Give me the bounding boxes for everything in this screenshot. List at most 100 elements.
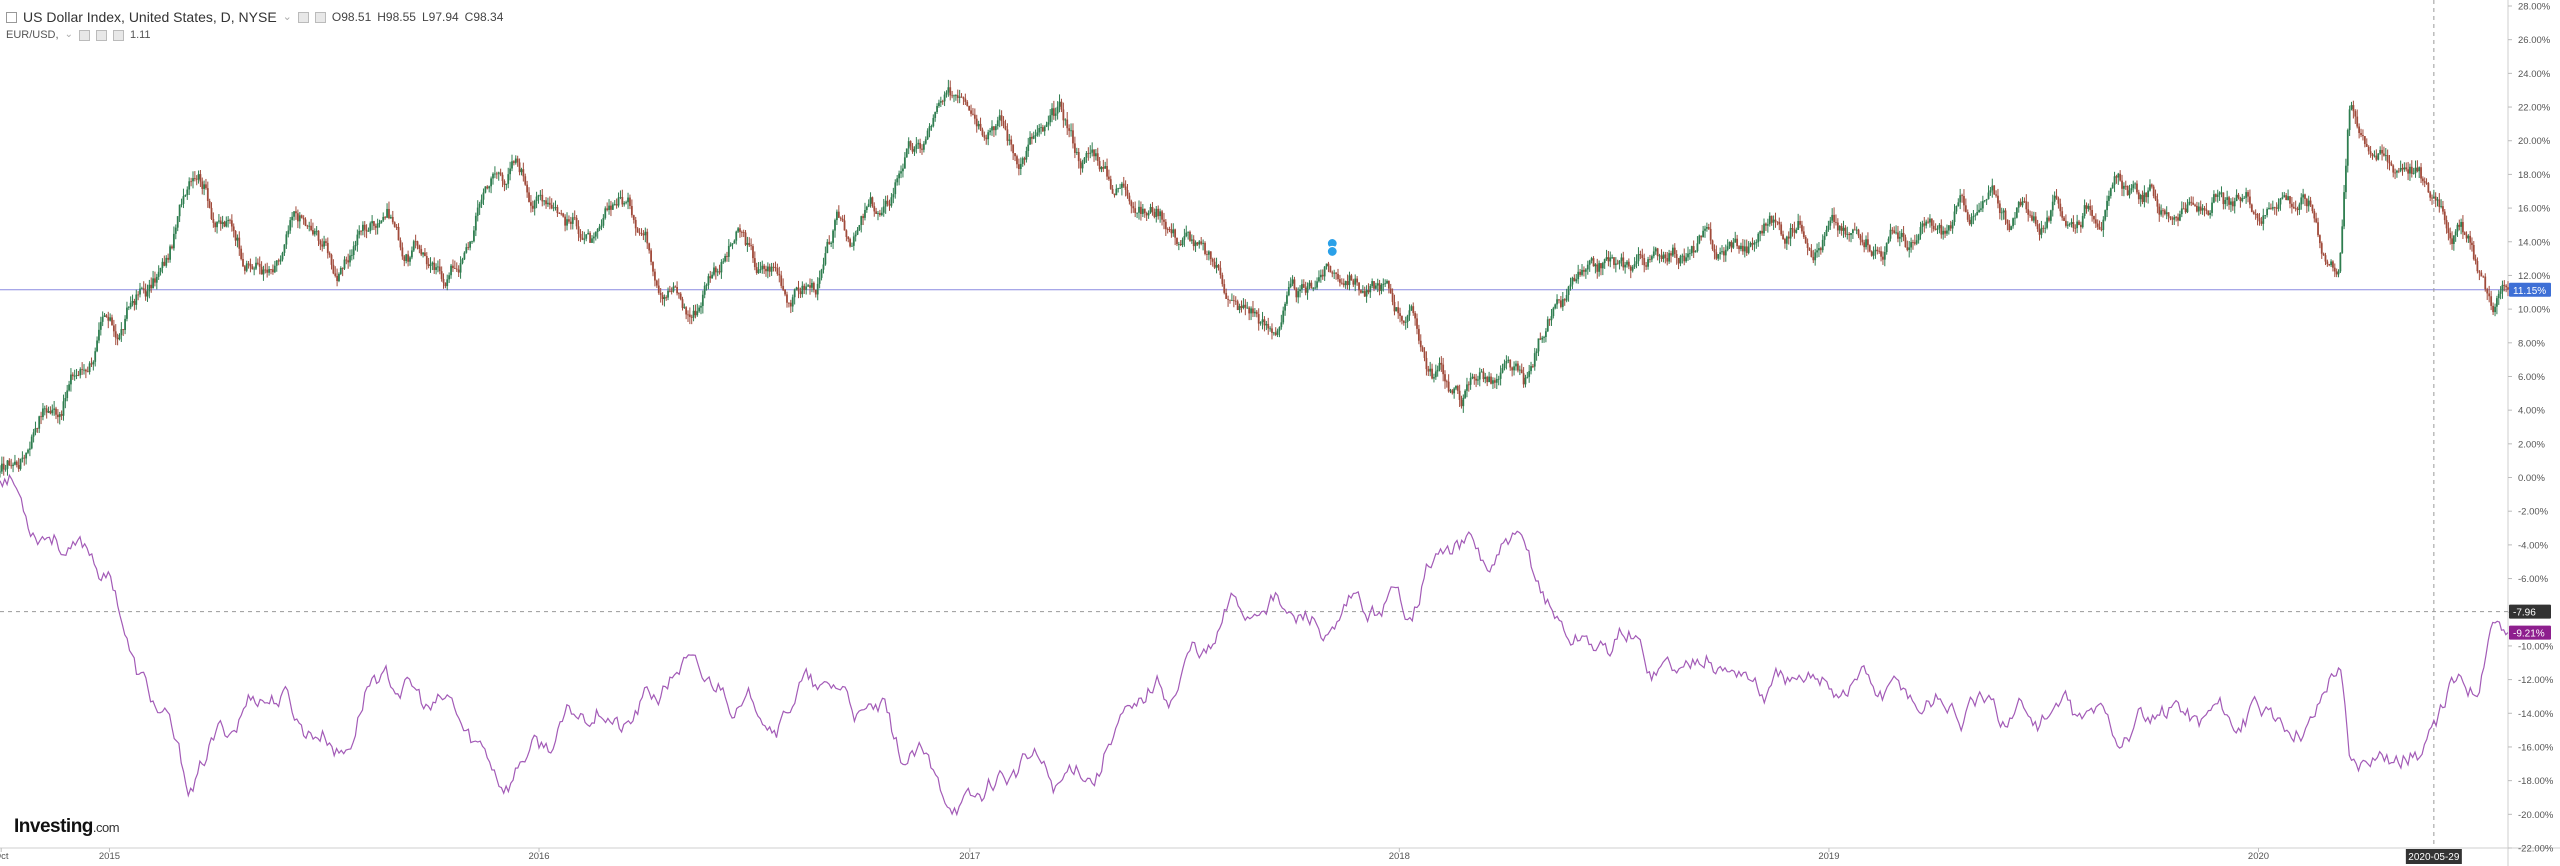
- candle-body: [1810, 250, 1813, 257]
- candle-body: [587, 232, 590, 235]
- candle-body: [953, 95, 955, 97]
- candle-body: [2008, 223, 2011, 231]
- candle-body: [862, 216, 865, 218]
- crosshair-date-badge: [2405, 849, 2462, 864]
- candle-body: [1855, 229, 1858, 231]
- settings-square-icon[interactable]: [297, 11, 309, 23]
- candle-body: [836, 211, 838, 221]
- candle-body: [569, 221, 572, 224]
- candle-body: [1271, 328, 1273, 333]
- candle-body: [1545, 331, 1547, 338]
- candle-body: [15, 461, 18, 466]
- candle-body: [2213, 194, 2215, 203]
- candle-body: [518, 162, 521, 173]
- y-tick-label: 2.00%: [2518, 439, 2545, 450]
- candle-body: [155, 276, 158, 283]
- candle-body: [1569, 284, 1572, 287]
- candle-body: [1751, 243, 1754, 245]
- candle-body: [1493, 380, 1496, 383]
- candle-body: [1563, 299, 1566, 301]
- candle-body: [376, 223, 379, 228]
- candle-body: [2383, 153, 2385, 156]
- candle-body: [640, 232, 643, 234]
- candle-body: [1477, 379, 1479, 381]
- candle-body: [550, 204, 553, 209]
- candle-body: [2318, 235, 2321, 244]
- candle-body: [1325, 263, 1328, 267]
- candle-body: [116, 337, 119, 340]
- candle-body: [1690, 246, 1693, 254]
- candle-body: [2478, 271, 2481, 273]
- candle-body: [2158, 206, 2161, 215]
- candle-body: [1509, 359, 1512, 368]
- candle-body: [1556, 299, 1558, 305]
- candle-body: [824, 253, 827, 265]
- candle-body: [1034, 135, 1037, 137]
- candle-body: [740, 231, 743, 233]
- compare-series-title[interactable]: EUR/USD,: [6, 29, 59, 41]
- candle-body: [1846, 233, 1849, 235]
- settings-square-icon[interactable]: [78, 29, 90, 41]
- eye-square-icon[interactable]: [95, 29, 107, 41]
- candle-body: [2429, 192, 2432, 198]
- candle-body: [416, 241, 419, 246]
- candle-body: [1804, 237, 1807, 244]
- candle-body: [1077, 151, 1080, 162]
- candle-body: [1200, 241, 1203, 244]
- candle-body: [2216, 194, 2219, 197]
- candle-body: [174, 227, 177, 234]
- candle-body: [668, 290, 671, 292]
- candle-body: [968, 105, 971, 111]
- candle-body: [1724, 249, 1727, 256]
- candle-body: [659, 292, 662, 296]
- candle-body: [182, 196, 185, 204]
- candle-body: [801, 285, 804, 295]
- candle-body: [911, 146, 914, 152]
- candle-body: [685, 307, 688, 315]
- candle-body: [915, 144, 918, 150]
- candle-body: [378, 223, 381, 225]
- candle-body: [56, 414, 59, 418]
- candle-body: [2038, 229, 2041, 235]
- candle-body: [1012, 144, 1015, 154]
- candle-body: [1513, 366, 1515, 371]
- candle-body: [2184, 208, 2187, 213]
- y-tick-label: -12.00%: [2518, 675, 2554, 686]
- candle-body: [1445, 381, 1448, 383]
- chevron-down-icon[interactable]: ⌄: [282, 11, 292, 23]
- chevron-down-icon[interactable]: ⌄: [64, 29, 73, 40]
- candle-body: [1546, 319, 1549, 332]
- candle-body: [1386, 280, 1388, 284]
- candle-body: [714, 267, 717, 273]
- main-series-title[interactable]: US Dollar Index, United States, D, NYSE: [23, 9, 277, 25]
- candle-body: [2313, 211, 2316, 219]
- candle-body: [256, 262, 259, 264]
- candle-body: [14, 461, 16, 465]
- candle-body: [420, 248, 423, 255]
- candle-body: [1016, 156, 1018, 165]
- candle-body: [1161, 211, 1163, 220]
- close-square-icon[interactable]: [112, 29, 124, 41]
- price-badge-label: 11.15%: [2513, 286, 2546, 297]
- candle-body: [1537, 338, 1540, 352]
- candle-body: [1495, 378, 1498, 383]
- candle-body: [2445, 220, 2448, 229]
- candle-body: [832, 230, 834, 243]
- candle-body: [2053, 195, 2056, 202]
- compare-series-legend: EUR/USD, ⌄ 1.11: [6, 26, 503, 44]
- candle-body: [746, 242, 749, 245]
- candle-body: [60, 414, 63, 416]
- candle-body: [528, 192, 530, 203]
- candle-body: [1793, 229, 1796, 233]
- candle-body: [1592, 258, 1595, 267]
- candle-body: [1995, 194, 1997, 196]
- candle-body: [1340, 282, 1343, 284]
- candle-body: [2134, 183, 2137, 185]
- collapse-toggle-icon[interactable]: [6, 11, 17, 23]
- close-square-icon[interactable]: [314, 11, 326, 23]
- candle-body: [1836, 222, 1839, 231]
- candle-body: [192, 178, 194, 182]
- candle-body: [987, 132, 990, 140]
- candle-body: [2447, 228, 2450, 233]
